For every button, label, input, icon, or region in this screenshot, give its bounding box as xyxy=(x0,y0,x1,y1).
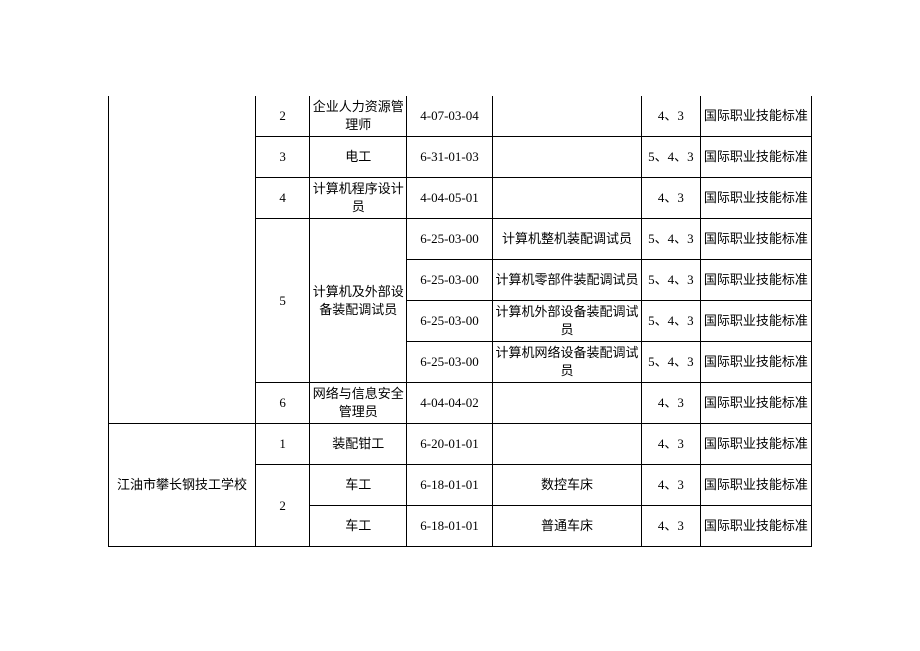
subitem-cell xyxy=(493,424,642,465)
code-cell: 4-04-04-02 xyxy=(406,383,492,424)
subitem-cell: 计算机零部件装配调试员 xyxy=(493,260,642,301)
standard-cell: 国际职业技能标准 xyxy=(700,465,811,506)
standard-cell: 国际职业技能标准 xyxy=(700,383,811,424)
standard-cell: 国际职业技能标准 xyxy=(700,342,811,383)
num-cell: 6 xyxy=(255,383,310,424)
levels-cell: 4、3 xyxy=(641,383,700,424)
num-cell: 2 xyxy=(255,96,310,137)
standard-cell: 国际职业技能标准 xyxy=(700,424,811,465)
occupation-cell: 计算机及外部设备装配调试员 xyxy=(310,219,407,383)
levels-cell: 4、3 xyxy=(641,178,700,219)
subitem-cell: 计算机外部设备装配调试员 xyxy=(493,301,642,342)
subitem-cell xyxy=(493,96,642,137)
code-cell: 6-18-01-01 xyxy=(406,465,492,506)
standard-cell: 国际职业技能标准 xyxy=(700,260,811,301)
standard-cell: 国际职业技能标准 xyxy=(700,178,811,219)
num-cell: 5 xyxy=(255,219,310,383)
occupation-cell: 电工 xyxy=(310,137,407,178)
levels-cell: 5、4、3 xyxy=(641,137,700,178)
code-cell: 6-25-03-00 xyxy=(406,301,492,342)
num-cell: 4 xyxy=(255,178,310,219)
school-cell: 江油市攀长钢技工学校 xyxy=(109,424,256,547)
occupation-cell: 企业人力资源管理师 xyxy=(310,96,407,137)
standard-cell: 国际职业技能标准 xyxy=(700,506,811,547)
standard-cell: 国际职业技能标准 xyxy=(700,96,811,137)
subitem-cell xyxy=(493,137,642,178)
subitem-cell: 计算机网络设备装配调试员 xyxy=(493,342,642,383)
subitem-cell xyxy=(493,178,642,219)
levels-cell: 5、4、3 xyxy=(641,342,700,383)
levels-cell: 4、3 xyxy=(641,506,700,547)
levels-cell: 5、4、3 xyxy=(641,219,700,260)
standard-cell: 国际职业技能标准 xyxy=(700,219,811,260)
subitem-cell xyxy=(493,383,642,424)
code-cell: 4-04-05-01 xyxy=(406,178,492,219)
subitem-cell: 计算机整机装配调试员 xyxy=(493,219,642,260)
code-cell: 6-18-01-01 xyxy=(406,506,492,547)
standard-cell: 国际职业技能标准 xyxy=(700,137,811,178)
code-cell: 6-25-03-00 xyxy=(406,260,492,301)
code-cell: 4-07-03-04 xyxy=(406,96,492,137)
code-cell: 6-20-01-01 xyxy=(406,424,492,465)
occupation-cell: 网络与信息安全管理员 xyxy=(310,383,407,424)
num-cell: 1 xyxy=(255,424,310,465)
occupation-cell: 车工 xyxy=(310,506,407,547)
standard-cell: 国际职业技能标准 xyxy=(700,301,811,342)
levels-cell: 4、3 xyxy=(641,465,700,506)
subitem-cell: 普通车床 xyxy=(493,506,642,547)
occupation-cell: 车工 xyxy=(310,465,407,506)
table-row: 江油市攀长钢技工学校 1 装配钳工 6-20-01-01 4、3 国际职业技能标… xyxy=(109,424,812,465)
code-cell: 6-25-03-00 xyxy=(406,219,492,260)
table-row: 2 企业人力资源管理师 4-07-03-04 4、3 国际职业技能标准 xyxy=(109,96,812,137)
occupation-cell: 装配钳工 xyxy=(310,424,407,465)
school-cell xyxy=(109,96,256,424)
skills-table: 2 企业人力资源管理师 4-07-03-04 4、3 国际职业技能标准 3 电工… xyxy=(108,96,812,547)
code-cell: 6-25-03-00 xyxy=(406,342,492,383)
levels-cell: 5、4、3 xyxy=(641,301,700,342)
num-cell: 2 xyxy=(255,465,310,547)
occupation-cell: 计算机程序设计员 xyxy=(310,178,407,219)
levels-cell: 5、4、3 xyxy=(641,260,700,301)
levels-cell: 4、3 xyxy=(641,424,700,465)
num-cell: 3 xyxy=(255,137,310,178)
subitem-cell: 数控车床 xyxy=(493,465,642,506)
code-cell: 6-31-01-03 xyxy=(406,137,492,178)
levels-cell: 4、3 xyxy=(641,96,700,137)
